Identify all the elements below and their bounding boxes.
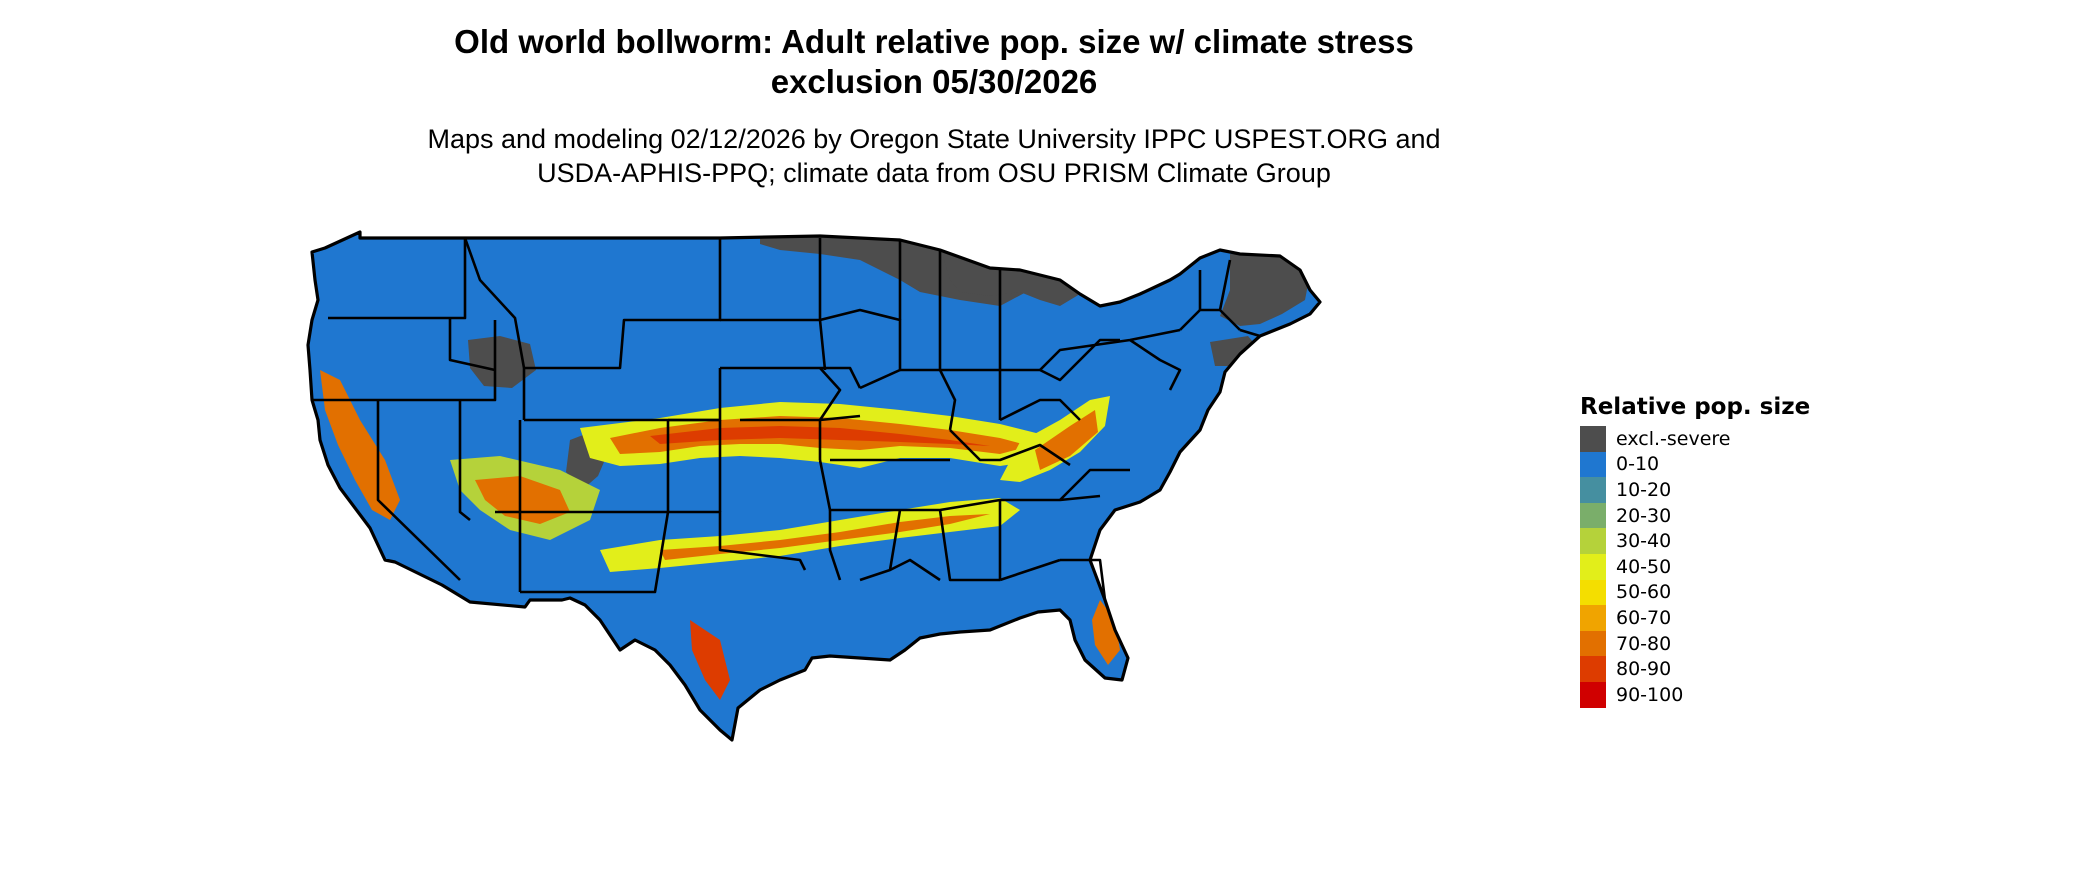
suitability-core-south [660, 514, 990, 560]
legend-title: Relative pop. size [1580, 394, 1811, 420]
legend-label: 80-90 [1616, 658, 1672, 681]
legend-swatch [1580, 605, 1606, 631]
suitability-texas-coast [690, 620, 730, 700]
legend-label: 0-10 [1616, 453, 1660, 476]
legend-swatch [1580, 528, 1606, 554]
legend-item: 40-50 [1580, 553, 1860, 580]
legend-item: 10-20 [1580, 477, 1860, 503]
legend-label: 70-80 [1616, 632, 1672, 655]
suitability-california [320, 370, 400, 520]
exclusion-area-wyoming [468, 336, 536, 388]
legend-item: 20-30 [1580, 502, 1860, 529]
legend-swatch [1580, 477, 1606, 503]
legend-label: 60-70 [1616, 606, 1672, 629]
legend-label: 40-50 [1616, 555, 1672, 578]
legend-swatch [1580, 451, 1606, 478]
title-line-2: exclusion 05/30/2026 [770, 63, 1098, 100]
suitability-florida [1092, 600, 1120, 665]
map-subtitle: Maps and modeling 02/12/2026 by Oregon S… [0, 122, 1868, 190]
legend-item: 60-70 [1580, 605, 1860, 631]
exclusion-area-northeast [1220, 254, 1310, 326]
legend-swatch [1580, 426, 1606, 452]
legend-item: 90-100 [1580, 681, 1860, 708]
legend-item: 50-60 [1580, 579, 1860, 606]
legend-item: 30-40 [1580, 528, 1860, 554]
state-borders [306, 230, 1322, 742]
legend-swatch [1580, 579, 1606, 606]
legend-item: 80-90 [1580, 656, 1860, 682]
legend-items: excl.-severe 0-10 10-20 20-30 30-40 40-50 50-6… [1580, 426, 1860, 708]
map-title: Old world bollworm: Adult relative pop. … [0, 22, 1868, 102]
title-line-1: Old world bollworm: Adult relative pop. … [454, 23, 1414, 60]
legend-label: 50-60 [1616, 581, 1672, 604]
subtitle-line-1: Maps and modeling 02/12/2026 by Oregon S… [427, 124, 1441, 154]
legend-label: 30-40 [1616, 530, 1672, 553]
suitability-core-mid-atlantic [1035, 410, 1098, 470]
land-base [308, 232, 1320, 740]
map-legend: Relative pop. size excl.-severe 0-10 10-20… [1580, 392, 1860, 708]
legend-swatch [1580, 502, 1606, 529]
legend-label: 20-30 [1616, 504, 1672, 527]
legend-item: excl.-severe [1580, 426, 1860, 452]
legend-item: 0-10 [1580, 451, 1860, 478]
legend-swatch [1580, 630, 1606, 657]
legend-label: 10-20 [1616, 478, 1672, 501]
legend-swatch [1580, 656, 1606, 682]
subtitle-line-2: USDA-APHIS-PPQ; climate data from OSU PR… [537, 158, 1331, 188]
legend-swatch [1580, 553, 1606, 580]
us-map [306, 230, 1322, 742]
legend-swatch [1580, 681, 1606, 708]
legend-label: 90-100 [1616, 683, 1684, 706]
legend-item: 70-80 [1580, 630, 1860, 657]
legend-label: excl.-severe [1616, 427, 1731, 450]
